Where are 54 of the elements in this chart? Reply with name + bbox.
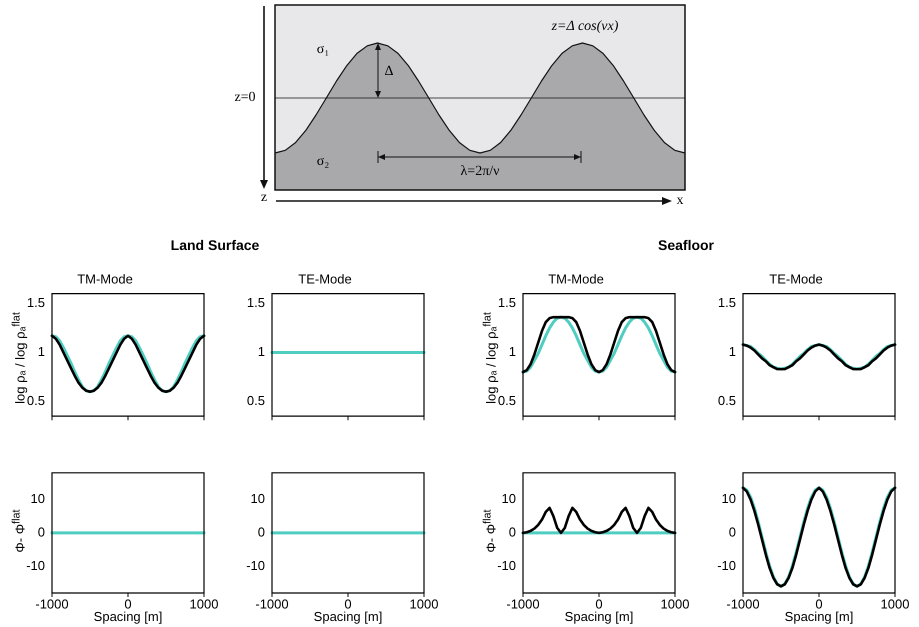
y-tick-label: -10 bbox=[26, 558, 45, 573]
y-tick-label: 10 bbox=[722, 491, 736, 506]
x-axis-title: Spacing [m] bbox=[314, 608, 382, 624]
chart-title: TM-Mode bbox=[548, 271, 604, 286]
x-tick-label: 1000 bbox=[660, 596, 690, 612]
y-tick-label: 0 bbox=[38, 524, 45, 540]
ref-line-label: z=0 bbox=[234, 90, 256, 106]
y-tick-label: 0 bbox=[728, 524, 736, 540]
x-axis-title: Spacing [m] bbox=[564, 608, 634, 624]
text: Seafloor bbox=[658, 237, 714, 253]
x-tick-label: 0 bbox=[344, 596, 352, 612]
chart-title: TM-Mode bbox=[77, 271, 133, 286]
y-tick-label: 1.5 bbox=[26, 294, 45, 310]
x-tick-label: -1000 bbox=[726, 596, 760, 612]
y-tick-label: 1.5 bbox=[718, 294, 736, 310]
x-tick-label: 1000 bbox=[410, 596, 438, 612]
x-tick-label: 0 bbox=[124, 596, 132, 612]
y-tick-label: 0 bbox=[258, 524, 265, 540]
y-tick-label: -10 bbox=[497, 558, 516, 573]
y-tick-label: 1 bbox=[728, 344, 736, 360]
y-tick-label: 1.5 bbox=[498, 294, 516, 310]
x-tick-label: 1000 bbox=[880, 596, 910, 612]
chart-title: TE-Mode bbox=[769, 271, 823, 286]
y-tick-label: 10 bbox=[502, 491, 516, 506]
y-tick-label: 0.5 bbox=[498, 393, 516, 408]
text: z=Δ cos(νx) bbox=[552, 19, 618, 35]
x-tick-label: -1000 bbox=[35, 596, 69, 612]
y-tick-label: -10 bbox=[717, 558, 736, 573]
y-tick-label: 0.5 bbox=[718, 393, 736, 408]
x-tick-label: 1000 bbox=[190, 596, 218, 612]
y-tick-label: 10 bbox=[250, 491, 265, 506]
y-tick-label: -10 bbox=[246, 558, 265, 573]
y-tick-label: 0.5 bbox=[246, 393, 265, 408]
text: Land Surface bbox=[170, 237, 260, 253]
y-tick-label: 0.5 bbox=[26, 393, 45, 408]
y-tick-label: 1 bbox=[258, 344, 265, 360]
x-tick-label: -1000 bbox=[255, 596, 289, 612]
text: σ₂ bbox=[316, 154, 330, 170]
text: z bbox=[260, 190, 268, 206]
y-tick-label: 1 bbox=[38, 344, 45, 360]
annotation: σ₁ bbox=[316, 42, 330, 58]
y-tick-label: 1.5 bbox=[246, 294, 265, 310]
annotation: Δ bbox=[384, 64, 394, 80]
x-tick-label: 0 bbox=[815, 596, 823, 612]
y-tick-label: 1 bbox=[508, 344, 516, 360]
y-tick-label: 10 bbox=[30, 491, 45, 506]
x-axis-title: Spacing [m] bbox=[94, 608, 162, 624]
text: x bbox=[676, 193, 684, 209]
x-tick-label: -1000 bbox=[506, 596, 540, 612]
y-tick-label: 0 bbox=[508, 524, 516, 540]
x-tick-label: 0 bbox=[595, 596, 603, 612]
chart-title: TE-Mode bbox=[298, 271, 352, 286]
x-axis-title: Spacing [m] bbox=[784, 608, 854, 624]
text: λ=2π/ν bbox=[460, 164, 500, 180]
